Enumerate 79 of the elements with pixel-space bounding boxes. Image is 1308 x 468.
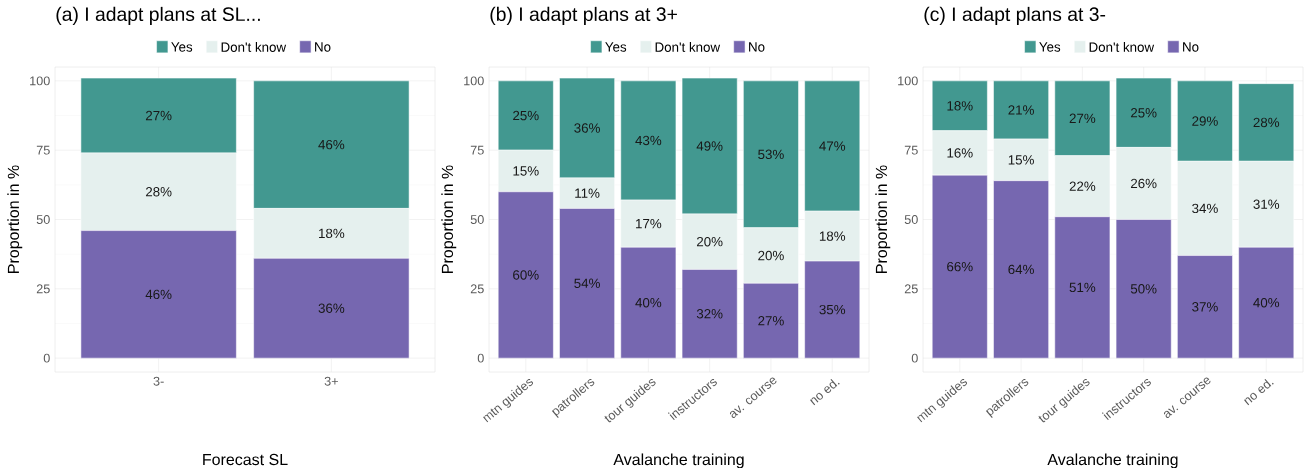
data-label: 27%	[758, 316, 784, 326]
data-label: 25%	[513, 110, 539, 121]
data-label: 18%	[319, 228, 345, 239]
y-tick-label: 25	[36, 284, 50, 294]
x-axis-title: Avalanche training	[613, 453, 744, 468]
y-tick-label: 75	[36, 145, 50, 155]
y-tick-label: 100	[464, 76, 484, 86]
data-label: 21%	[1008, 105, 1034, 115]
data-label: 54%	[574, 278, 600, 288]
data-label: 40%	[1253, 297, 1280, 308]
data-label: 36%	[574, 123, 600, 133]
y-axis-title: Proportion in %	[441, 165, 457, 273]
data-label: 40%	[635, 297, 662, 308]
data-label: 66%	[947, 261, 973, 272]
legend-label: No	[1183, 42, 1199, 52]
data-label: 28%	[145, 187, 172, 197]
x-axis-title: Forecast SL	[203, 453, 288, 466]
data-label: 25%	[1130, 108, 1157, 118]
y-tick-label: 0	[911, 353, 918, 363]
y-tick-label: 50	[36, 215, 50, 224]
data-label: 20%	[696, 236, 723, 247]
legend-label: No	[749, 42, 765, 52]
data-label: 26%	[1130, 178, 1157, 189]
legend-label: Yes	[171, 42, 193, 52]
y-tick-label: 100	[898, 76, 918, 86]
y-tick-label: 75	[470, 145, 484, 155]
data-label: 43%	[635, 135, 662, 146]
y-tick-label: 25	[904, 284, 918, 294]
data-label: 20%	[758, 250, 784, 261]
data-label: 60%	[513, 270, 539, 280]
y-tick-label: 25	[470, 284, 484, 294]
data-label: 37%	[1192, 302, 1218, 312]
x-tick-label: no ed.	[1243, 378, 1274, 406]
data-label: 11%	[575, 188, 600, 198]
data-label: 15%	[1008, 155, 1034, 165]
data-label: 36%	[318, 303, 345, 313]
y-tick-label: 100	[30, 76, 50, 86]
y-axis-title: Proportion in %	[875, 165, 891, 273]
data-label: 49%	[696, 141, 723, 151]
data-label: 47%	[819, 141, 846, 151]
data-label: 16%	[947, 148, 973, 158]
y-tick-label: 50	[904, 215, 918, 224]
legend-label: Yes	[1039, 42, 1061, 52]
data-label: 35%	[819, 304, 846, 315]
x-tick-label: 3+	[324, 376, 338, 386]
data-label: 53%	[758, 149, 784, 160]
legend-label: No	[315, 42, 331, 52]
legend-label: Yes	[605, 42, 627, 52]
data-label: 51%	[1069, 282, 1096, 293]
chart-title: (c) I adapt plans at 3-	[924, 6, 1106, 25]
y-axis-title: Proportion in %	[7, 165, 23, 273]
legend-label: Don't know	[221, 42, 287, 52]
y-tick-label: 0	[43, 353, 50, 363]
data-label: 31%	[1253, 199, 1280, 209]
chart-title: (a) I adapt plans at SL...	[56, 6, 260, 25]
data-label: 27%	[1069, 113, 1096, 123]
data-label: 64%	[1008, 264, 1034, 275]
x-axis-title: Avalanche training	[1047, 453, 1178, 468]
legend-label: Don't know	[1089, 42, 1155, 52]
data-label: 22%	[1069, 181, 1096, 191]
data-label: 50%	[1130, 284, 1157, 294]
data-label: 28%	[1253, 117, 1280, 128]
x-tick-label: 3-	[153, 376, 164, 386]
data-label: 32%	[696, 309, 723, 319]
data-label: 34%	[1192, 203, 1218, 214]
data-label: 18%	[819, 231, 846, 241]
y-tick-label: 50	[470, 215, 484, 224]
y-tick-label: 75	[904, 145, 918, 155]
data-label: 15%	[513, 166, 539, 176]
data-label: 27%	[145, 110, 172, 121]
data-label: 46%	[318, 139, 345, 150]
chart-title: (b) I adapt plans at 3+	[490, 6, 677, 25]
data-label: 17%	[636, 218, 662, 229]
data-label: 29%	[1192, 116, 1218, 126]
data-label: 46%	[145, 289, 172, 300]
y-tick-label: 0	[477, 353, 484, 363]
data-label: 18%	[947, 101, 973, 111]
legend-label: Don't know	[655, 42, 721, 52]
x-tick-label: no ed.	[809, 378, 840, 406]
